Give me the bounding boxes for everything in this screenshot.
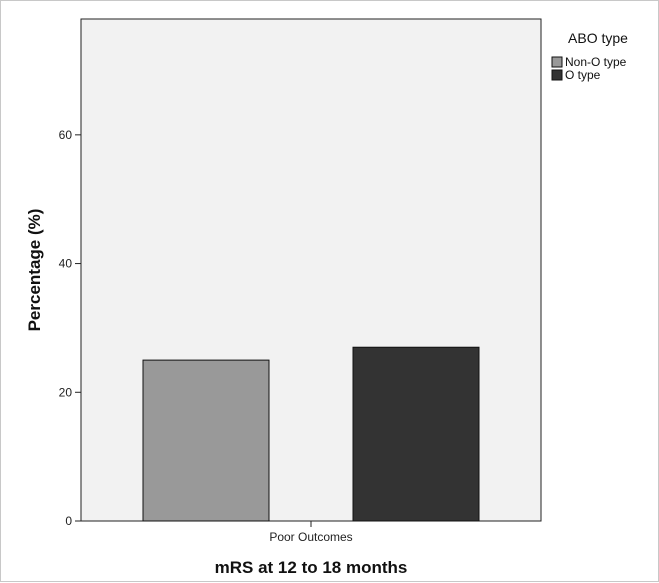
legend-title: ABO type [568,30,628,46]
bar-o-type [352,346,480,522]
y-tick-label: 20 [59,385,73,399]
y-axis-title: Percentage (%) [25,209,44,332]
legend-label: Non-O type [565,55,627,69]
x-axis: Poor Outcomes [269,521,353,544]
x-tick-label: Poor Outcomes [269,530,352,544]
legend-label: O type [565,68,601,82]
y-tick-label: 40 [59,257,73,271]
y-tick-label: 60 [59,128,73,142]
bar-non-o-type [142,359,270,522]
y-axis: 0 20 40 60 [59,128,81,528]
x-axis-title: mRS at 12 to 18 months [215,558,408,577]
legend-swatch [551,56,563,68]
legend-swatch [551,69,563,81]
y-tick-label: 0 [65,514,72,528]
bars-layer [142,346,480,522]
